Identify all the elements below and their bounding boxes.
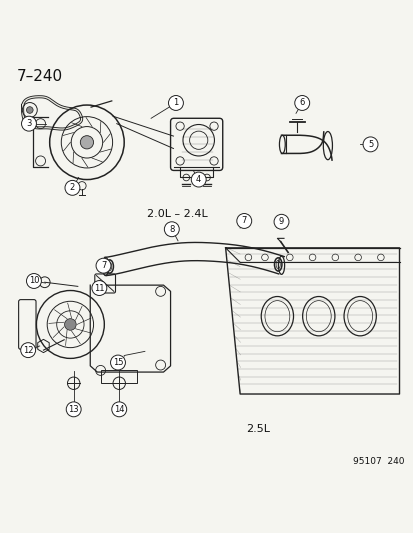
Circle shape xyxy=(64,319,76,330)
Circle shape xyxy=(21,343,36,358)
Text: 9: 9 xyxy=(278,217,283,227)
Text: 7: 7 xyxy=(101,261,106,270)
Text: 5: 5 xyxy=(367,140,372,149)
Circle shape xyxy=(110,355,125,370)
Text: 95107  240: 95107 240 xyxy=(353,457,404,466)
Text: 3: 3 xyxy=(26,119,31,128)
Circle shape xyxy=(26,107,33,114)
Text: 13: 13 xyxy=(68,405,79,414)
Circle shape xyxy=(236,214,251,229)
Text: 14: 14 xyxy=(114,405,124,414)
Circle shape xyxy=(294,95,309,110)
Text: 15: 15 xyxy=(112,358,123,367)
Text: 4: 4 xyxy=(196,175,201,184)
Circle shape xyxy=(80,136,93,149)
Text: 2.0L – 2.4L: 2.0L – 2.4L xyxy=(147,208,207,219)
Text: 2.5L: 2.5L xyxy=(246,424,270,434)
Text: 7–240: 7–240 xyxy=(17,69,62,84)
Text: 7: 7 xyxy=(241,216,246,225)
Circle shape xyxy=(96,258,111,273)
Text: 10: 10 xyxy=(28,277,39,286)
Text: 11: 11 xyxy=(94,284,104,293)
Text: 8: 8 xyxy=(169,225,174,234)
Text: 2: 2 xyxy=(70,183,75,192)
Circle shape xyxy=(26,273,41,288)
Text: 1: 1 xyxy=(173,99,178,108)
Text: 6: 6 xyxy=(299,99,304,108)
Text: 12: 12 xyxy=(23,345,33,354)
Circle shape xyxy=(191,172,206,187)
Circle shape xyxy=(168,95,183,110)
Circle shape xyxy=(362,137,377,152)
Circle shape xyxy=(21,116,36,131)
Circle shape xyxy=(65,180,80,195)
Circle shape xyxy=(273,214,288,229)
Circle shape xyxy=(164,222,179,237)
Circle shape xyxy=(92,280,107,295)
Circle shape xyxy=(112,402,126,417)
Circle shape xyxy=(66,402,81,417)
